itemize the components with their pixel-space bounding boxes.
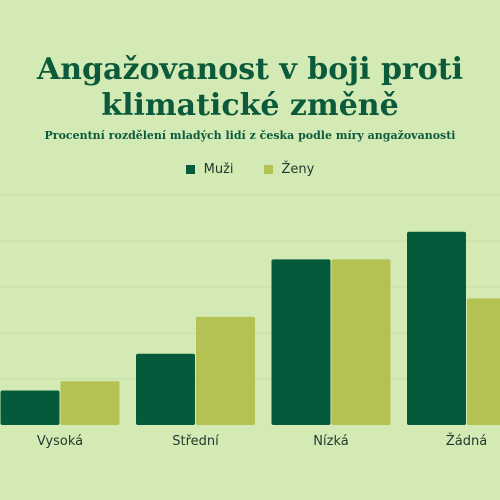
chart-subtitle: Procentní rozdělení mladých lidí z česka… bbox=[44, 129, 456, 142]
bar-zeny-0 bbox=[60, 381, 120, 425]
bar-muzi-0 bbox=[0, 390, 60, 425]
bar-zeny-2 bbox=[331, 259, 391, 425]
bar-muzi-1 bbox=[136, 353, 195, 425]
bar-muzi-3 bbox=[407, 231, 466, 425]
bar-zeny-1 bbox=[196, 316, 255, 425]
x-tick-label: Žádná bbox=[446, 433, 487, 449]
chart-legend: Muži Ženy bbox=[0, 162, 500, 177]
legend-label-muzi: Muži bbox=[203, 162, 234, 177]
legend-label-zeny: Ženy bbox=[281, 162, 315, 177]
legend-item-muzi: Muži bbox=[185, 162, 234, 177]
x-tick-label: Střední bbox=[172, 434, 219, 449]
legend-swatch-muzi bbox=[185, 165, 195, 174]
legend-swatch-zeny bbox=[263, 165, 273, 174]
chart-title: Angažovanost v boji proti klimatické změ… bbox=[36, 52, 464, 123]
x-tick-label: Nízká bbox=[313, 434, 348, 449]
bar-zeny-3 bbox=[467, 298, 500, 425]
legend-item-zeny: Ženy bbox=[263, 162, 315, 177]
x-tick-label: Vysoká bbox=[37, 434, 83, 449]
bar-muzi-2 bbox=[271, 259, 331, 425]
